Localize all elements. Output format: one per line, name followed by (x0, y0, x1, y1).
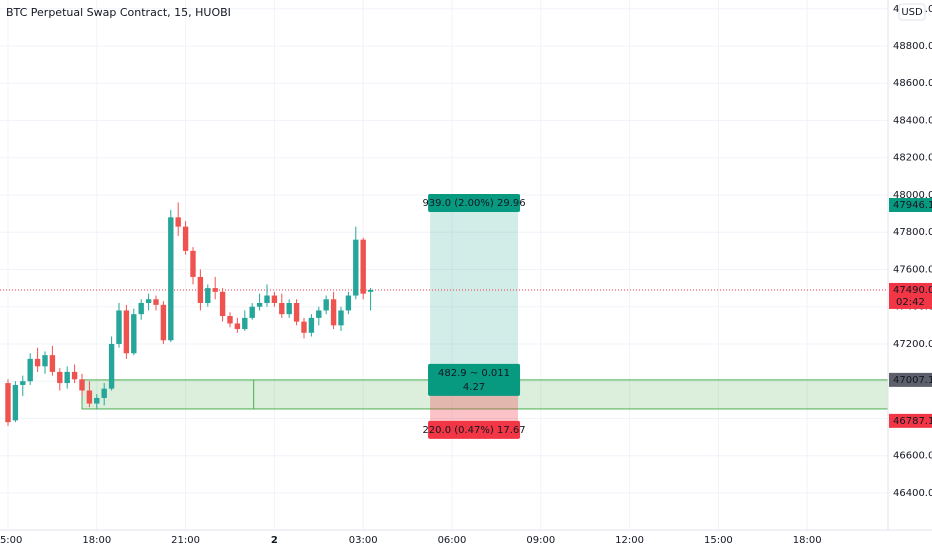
x-tick-label: 06:00 (438, 535, 467, 546)
candle-body (345, 295, 352, 311)
candle-body (71, 371, 78, 380)
candle-body (212, 288, 218, 292)
candle-body (316, 310, 322, 318)
candle-body (367, 289, 374, 292)
y-tick-label: 48000.0 (893, 190, 932, 201)
stop-label: 220.0 (0.47%) 17.67 (422, 425, 525, 436)
countdown: 02:42 (896, 297, 925, 308)
candle-body (323, 299, 329, 311)
candle-body (234, 323, 241, 330)
y-tick-label: 48200.0 (893, 153, 932, 164)
candle-body (279, 302, 285, 315)
candle-body (293, 302, 300, 322)
x-tick-label: 15:00 (0, 535, 22, 546)
candle-body (5, 383, 11, 423)
price-label-box (889, 413, 932, 428)
price-label-box (889, 372, 932, 387)
price-label-box (889, 198, 932, 213)
middle-label: 4.27 (463, 382, 485, 393)
candle-body (131, 314, 137, 354)
price-label: 47946.1 (893, 200, 932, 211)
x-tick-label: 18:00 (82, 535, 111, 546)
candle-body (227, 316, 233, 324)
price-label: 47490.0 (893, 285, 932, 296)
candle-body (57, 371, 63, 384)
price-label: 47007.1 (893, 375, 932, 386)
candle-body (160, 304, 167, 341)
candle-body (182, 226, 189, 251)
candle-body (12, 384, 19, 421)
candle-body (256, 302, 263, 307)
candle-body (94, 397, 100, 404)
y-tick-label: 47800.0 (893, 227, 932, 238)
candle-body (360, 239, 366, 294)
y-tick-label: 48600.0 (893, 78, 932, 89)
candle-body (168, 217, 174, 341)
x-tick-label: 18:00 (793, 535, 822, 546)
candle-body (34, 358, 41, 367)
candle-body (286, 302, 292, 315)
target-label: 939.0 (2.00%) 29.96 (422, 198, 525, 209)
candle-body (197, 276, 204, 303)
candle-body (330, 299, 337, 326)
candle-body (64, 371, 70, 384)
candle-body (79, 379, 85, 391)
candle-body (353, 239, 359, 296)
middle-label: 482.9 ~ 0.011 (438, 368, 510, 379)
y-tick-label: 48800.0 (893, 41, 932, 52)
candle-body (20, 381, 26, 385)
candle-body (49, 355, 56, 372)
candle-body (271, 295, 278, 303)
chart-title: BTC Perpetual Swap Contract, 15, HUOBI (6, 6, 231, 19)
candle-body (86, 390, 93, 404)
x-tick-label: 21:00 (171, 535, 200, 546)
x-tick-label: 03:00 (349, 535, 378, 546)
candle-body (301, 321, 307, 333)
x-tick-label: 12:00 (615, 535, 644, 546)
middle-label-box (428, 363, 521, 396)
candle-body (242, 317, 248, 330)
candle-body (190, 250, 196, 277)
candle-body (175, 217, 181, 227)
x-tick-label: 2 (271, 535, 278, 546)
y-tick-label: 46600.0 (893, 451, 932, 462)
candle-body (145, 299, 152, 303)
candle-body (27, 358, 33, 382)
y-tick-label: 47200.0 (893, 339, 932, 350)
y-tick-label: 46400.0 (893, 488, 932, 499)
currency-button[interactable] (898, 3, 926, 21)
candle-body (108, 343, 115, 389)
currency: USD (901, 7, 923, 18)
stop-label-box (428, 420, 521, 439)
candle-body (42, 355, 48, 367)
candle-body (264, 295, 270, 303)
candle-body (338, 310, 344, 326)
y-tick-label: 47600.0 (893, 264, 932, 275)
candle-body (249, 306, 255, 318)
y-tick-label: 48400.0 (893, 115, 932, 126)
candle-body (219, 291, 226, 317)
x-tick-label: 15:00 (704, 535, 733, 546)
price-label: 46787.1 (893, 416, 932, 427)
target-area (430, 205, 518, 380)
candle-body (116, 310, 122, 344)
target-label-box (428, 194, 521, 213)
candle-body (153, 299, 159, 305)
x-tick-label: 09:00 (526, 535, 555, 546)
candle-body (205, 288, 211, 303)
candle-body (308, 317, 315, 333)
candle-body (101, 388, 107, 398)
price-label-box (889, 282, 932, 309)
candle-body (123, 310, 130, 354)
candle-body (138, 302, 144, 315)
